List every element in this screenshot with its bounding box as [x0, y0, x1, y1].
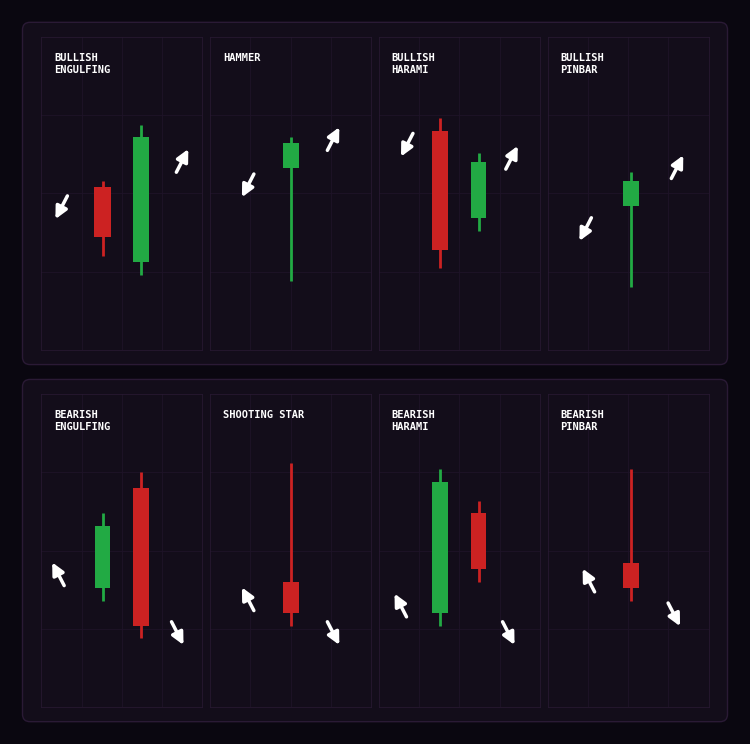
Bar	[95, 525, 109, 588]
Bar	[472, 513, 486, 569]
Text: SHOOTING STAR: SHOOTING STAR	[223, 410, 304, 420]
Bar	[283, 144, 298, 168]
Text: HAMMER: HAMMER	[223, 53, 260, 62]
Text: BULLISH
PINBAR: BULLISH PINBAR	[560, 53, 604, 75]
Text: BEARISH
ENGULFING: BEARISH ENGULFING	[54, 410, 110, 432]
Bar	[134, 137, 149, 262]
Text: BULLISH
HARAMI: BULLISH HARAMI	[392, 53, 436, 75]
Bar	[623, 563, 640, 588]
Bar	[134, 488, 149, 626]
Bar	[472, 162, 486, 219]
Text: BULLISH
ENGULFING: BULLISH ENGULFING	[54, 53, 110, 75]
Bar	[432, 482, 448, 613]
Bar	[623, 181, 640, 206]
Bar	[283, 582, 298, 613]
Bar	[432, 131, 448, 250]
Text: BEARISH
HARAMI: BEARISH HARAMI	[392, 410, 436, 432]
Bar	[94, 187, 110, 237]
Text: BEARISH
PINBAR: BEARISH PINBAR	[560, 410, 604, 432]
